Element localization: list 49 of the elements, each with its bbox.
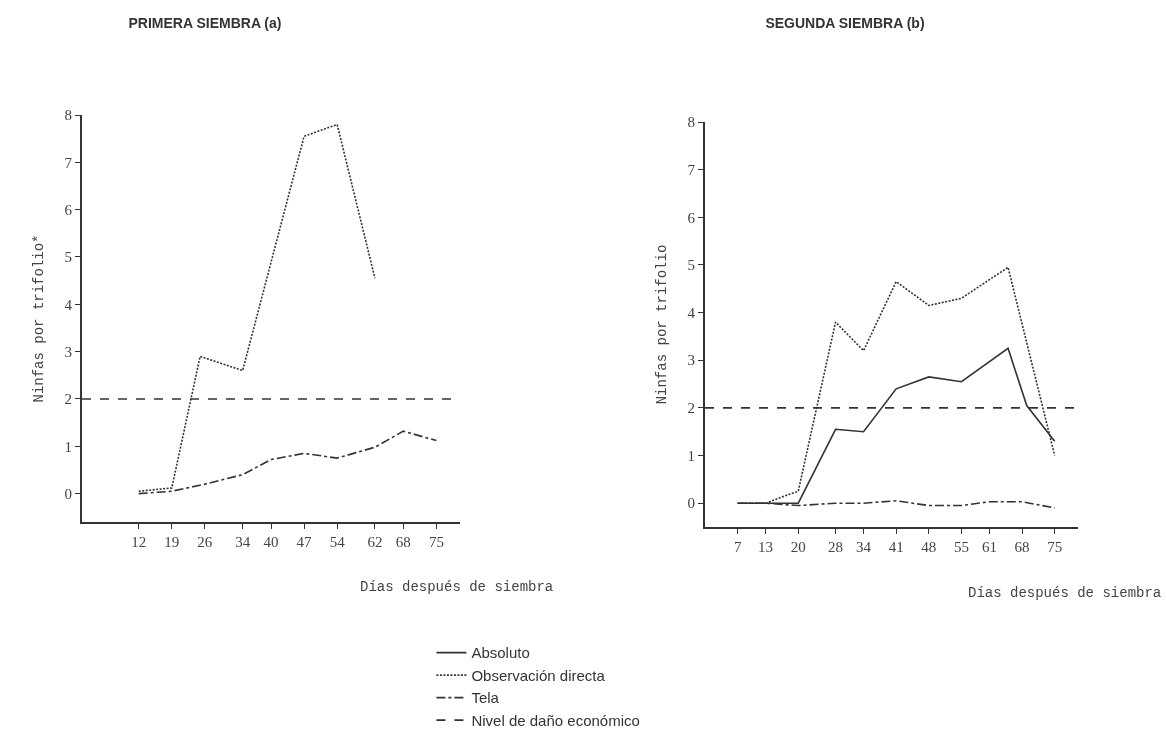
y-axis-title: Ninfas por trifolio [653,244,670,405]
x-tick-label: 40 [263,534,279,550]
y-tick-label: 4 [687,304,696,321]
y-tick-label: 4 [64,296,73,313]
y-tick-label: 3 [687,352,695,369]
y-tick-label: 8 [687,114,695,131]
y-tick-label: 5 [687,257,695,274]
y-tick-label: 5 [64,249,72,266]
x-tick-label: 62 [367,534,383,550]
x-axis-title: Días después de siembra [968,585,1162,601]
y-tick-label: 3 [64,343,72,360]
x-tick-label: 34 [235,534,251,550]
x-tick-label: 68 [395,534,411,550]
y-tick-label: 8 [64,107,72,124]
x-tick-label: 48 [921,539,937,555]
chart-title: PRIMERA SIEMBRA (a) [128,14,282,31]
y-tick-label: 7 [64,154,73,171]
y-tick-label: 2 [64,391,72,408]
x-tick-label: 28 [828,539,844,555]
x-axis-title: Días después de siembra [360,579,554,595]
x-tick-label: 7 [733,539,742,555]
chart-title: SEGUNDA SIEMBRA (b) [765,14,925,31]
x-tick-label: 19 [164,534,180,550]
x-tick-label: 54 [329,534,346,550]
y-tick-label: 1 [687,447,695,464]
x-tick-label: 41 [888,539,904,555]
x-tick-label: 75 [428,534,444,550]
x-tick-label: 68 [1014,539,1030,555]
legend-label: Observación directa [471,666,606,684]
y-tick-label: 0 [687,495,695,512]
x-tick-label: 20 [790,539,806,555]
x-tick-label: 12 [131,534,147,550]
y-tick-label: 1 [64,438,72,455]
y-tick-label: 2 [687,400,695,417]
legend-label: Nivel de daño económico [471,711,640,729]
y-tick-label: 6 [687,209,696,226]
legend-label: Absoluto [471,644,530,662]
x-tick-label: 47 [296,534,313,550]
y-tick-label: 0 [64,485,72,502]
x-tick-label: 13 [758,539,774,555]
x-tick-label: 34 [856,539,872,555]
y-tick-label: 7 [687,161,696,178]
x-tick-label: 61 [981,539,997,555]
y-tick-label: 6 [64,201,73,218]
y-axis-title: Ninfas por trifolio* [30,234,47,403]
x-tick-label: 26 [197,534,213,550]
legend-label: Tela [471,689,500,707]
x-tick-label: 55 [953,539,969,555]
x-tick-label: 75 [1047,539,1063,555]
